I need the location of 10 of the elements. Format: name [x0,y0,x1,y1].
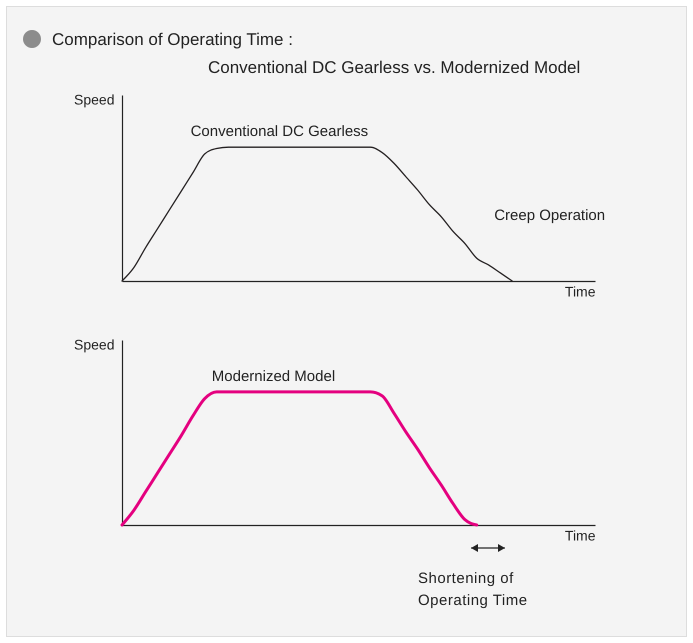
x-axis-title: Time [564,284,596,300]
annotation: Creep Operation [494,207,606,224]
y-axis-title: Speed [74,336,114,352]
series-label: Modernized Model [212,368,336,385]
chart-title: Comparison of Operating Time : [52,30,293,50]
series-label: Conventional DC Gearless [190,123,368,140]
chart-subtitle: Conventional DC Gearless vs. Modernized Model [208,58,580,78]
y-axis-title: Speed [74,92,114,108]
x-axis-title: Time [564,528,596,544]
text: Shortening of Operating Time [418,569,529,611]
